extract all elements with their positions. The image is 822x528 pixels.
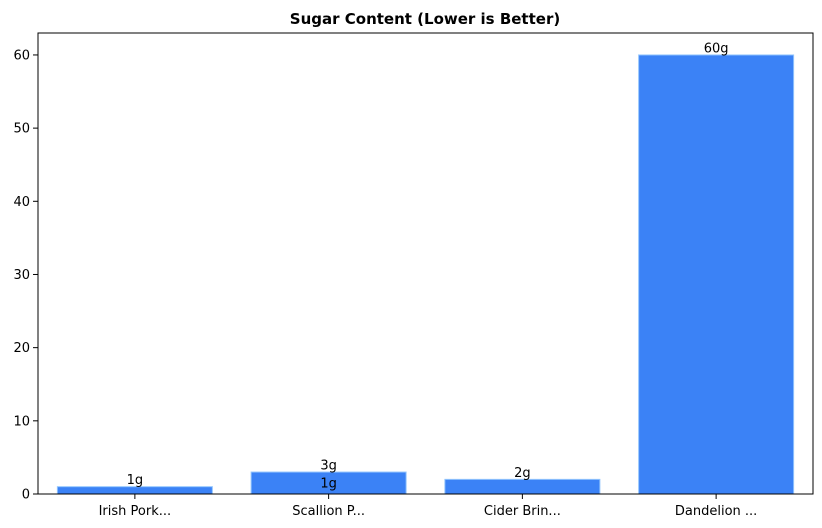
data-label-extra: 1g [320,477,337,492]
data-label: 60g [704,41,729,56]
data-label: 3g [320,459,337,474]
axes-frame [37,32,814,495]
y-tick-label: 10 [13,414,30,429]
chart-title: Sugar Content (Lower is Better) [290,10,560,28]
x-tick-label: Irish Pork... [99,504,172,519]
data-label: 1g [127,473,144,488]
y-tick-label: 30 [13,268,30,283]
y-tick-label: 40 [13,195,30,210]
x-tick-label: Scallion P... [292,504,365,519]
plot-area: 0 10 20 30 40 50 60 Irish Pork... Scallion P... C… [13,32,814,519]
y-tick-label: 20 [13,341,30,356]
bar [638,54,795,495]
y-tick-label: 0 [22,488,30,503]
x-tick-label: Cider Brin... [484,504,561,519]
y-tick-label: 50 [13,122,30,137]
y-tick-label: 60 [13,48,30,63]
bar [444,478,601,495]
x-tick-label: Dandelion ... [675,504,757,519]
data-label: 2g [514,466,531,481]
